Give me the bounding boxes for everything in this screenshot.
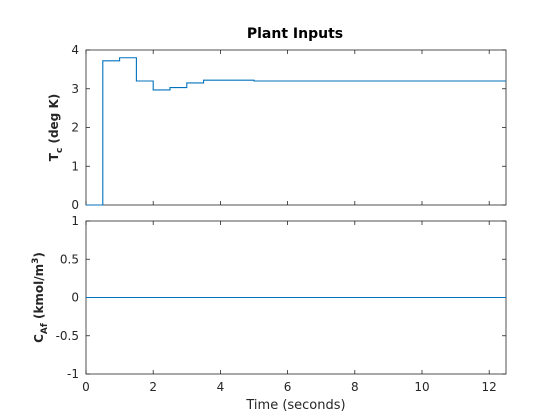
caf-xtick-label: 0 xyxy=(82,380,90,394)
tc-ylabel: Tc (deg K) xyxy=(47,94,65,161)
tc-ytick-label: 0 xyxy=(71,198,79,212)
tc-axes: 0 1 2 3 4 Tc (deg K) xyxy=(47,43,507,212)
caf-ytick-label: -1 xyxy=(67,367,79,381)
caf-axes: 0 2 4 6 8 10 12 -1 -0.5 0 0.5 1 CAf (kmol/m3) xyxy=(31,214,507,394)
tc-ylabel-unit: (deg K) xyxy=(47,94,61,148)
caf-ylabel-unit: (kmol/m xyxy=(32,264,46,323)
figure-title: Plant Inputs xyxy=(247,26,343,42)
tc-ytick-label: 3 xyxy=(71,82,79,96)
caf-xtick-label: 4 xyxy=(217,380,225,394)
caf-ylabel-superscript: 3 xyxy=(31,258,41,264)
caf-xtick-label: 8 xyxy=(351,380,359,394)
tc-ticks: 0 1 2 3 4 xyxy=(71,43,506,212)
tc-ytick-label: 1 xyxy=(71,159,79,173)
tc-ylabel-subscript: c xyxy=(55,148,65,153)
caf-xtick-label: 6 xyxy=(284,380,292,394)
caf-ylabel-close: ) xyxy=(32,252,46,257)
caf-xtick-label: 10 xyxy=(414,380,429,394)
tc-ytick-label: 2 xyxy=(71,121,79,135)
caf-ytick-label: 0.5 xyxy=(60,252,79,266)
tc-series-line xyxy=(86,57,506,206)
caf-ylabel-subscript: Af xyxy=(40,323,50,334)
caf-ytick-label: -0.5 xyxy=(56,329,79,343)
tc-series-group xyxy=(86,57,506,206)
caf-ylabel-main: C xyxy=(32,334,46,343)
caf-ylabel: CAf (kmol/m3) xyxy=(31,252,50,343)
tc-ytick-label: 4 xyxy=(71,43,79,57)
caf-xtick-label: 12 xyxy=(482,380,497,394)
caf-xtick-label: 2 xyxy=(149,380,157,394)
caf-ytick-label: 0 xyxy=(71,291,79,305)
caf-ytick-label: 1 xyxy=(71,214,79,228)
x-axis-label: Time (seconds) xyxy=(245,398,345,413)
caf-ticks: 0 2 4 6 8 10 12 -1 -0.5 0 0.5 1 xyxy=(56,214,506,394)
tc-ylabel-main: T xyxy=(47,152,61,161)
tc-plot-area xyxy=(85,49,507,206)
